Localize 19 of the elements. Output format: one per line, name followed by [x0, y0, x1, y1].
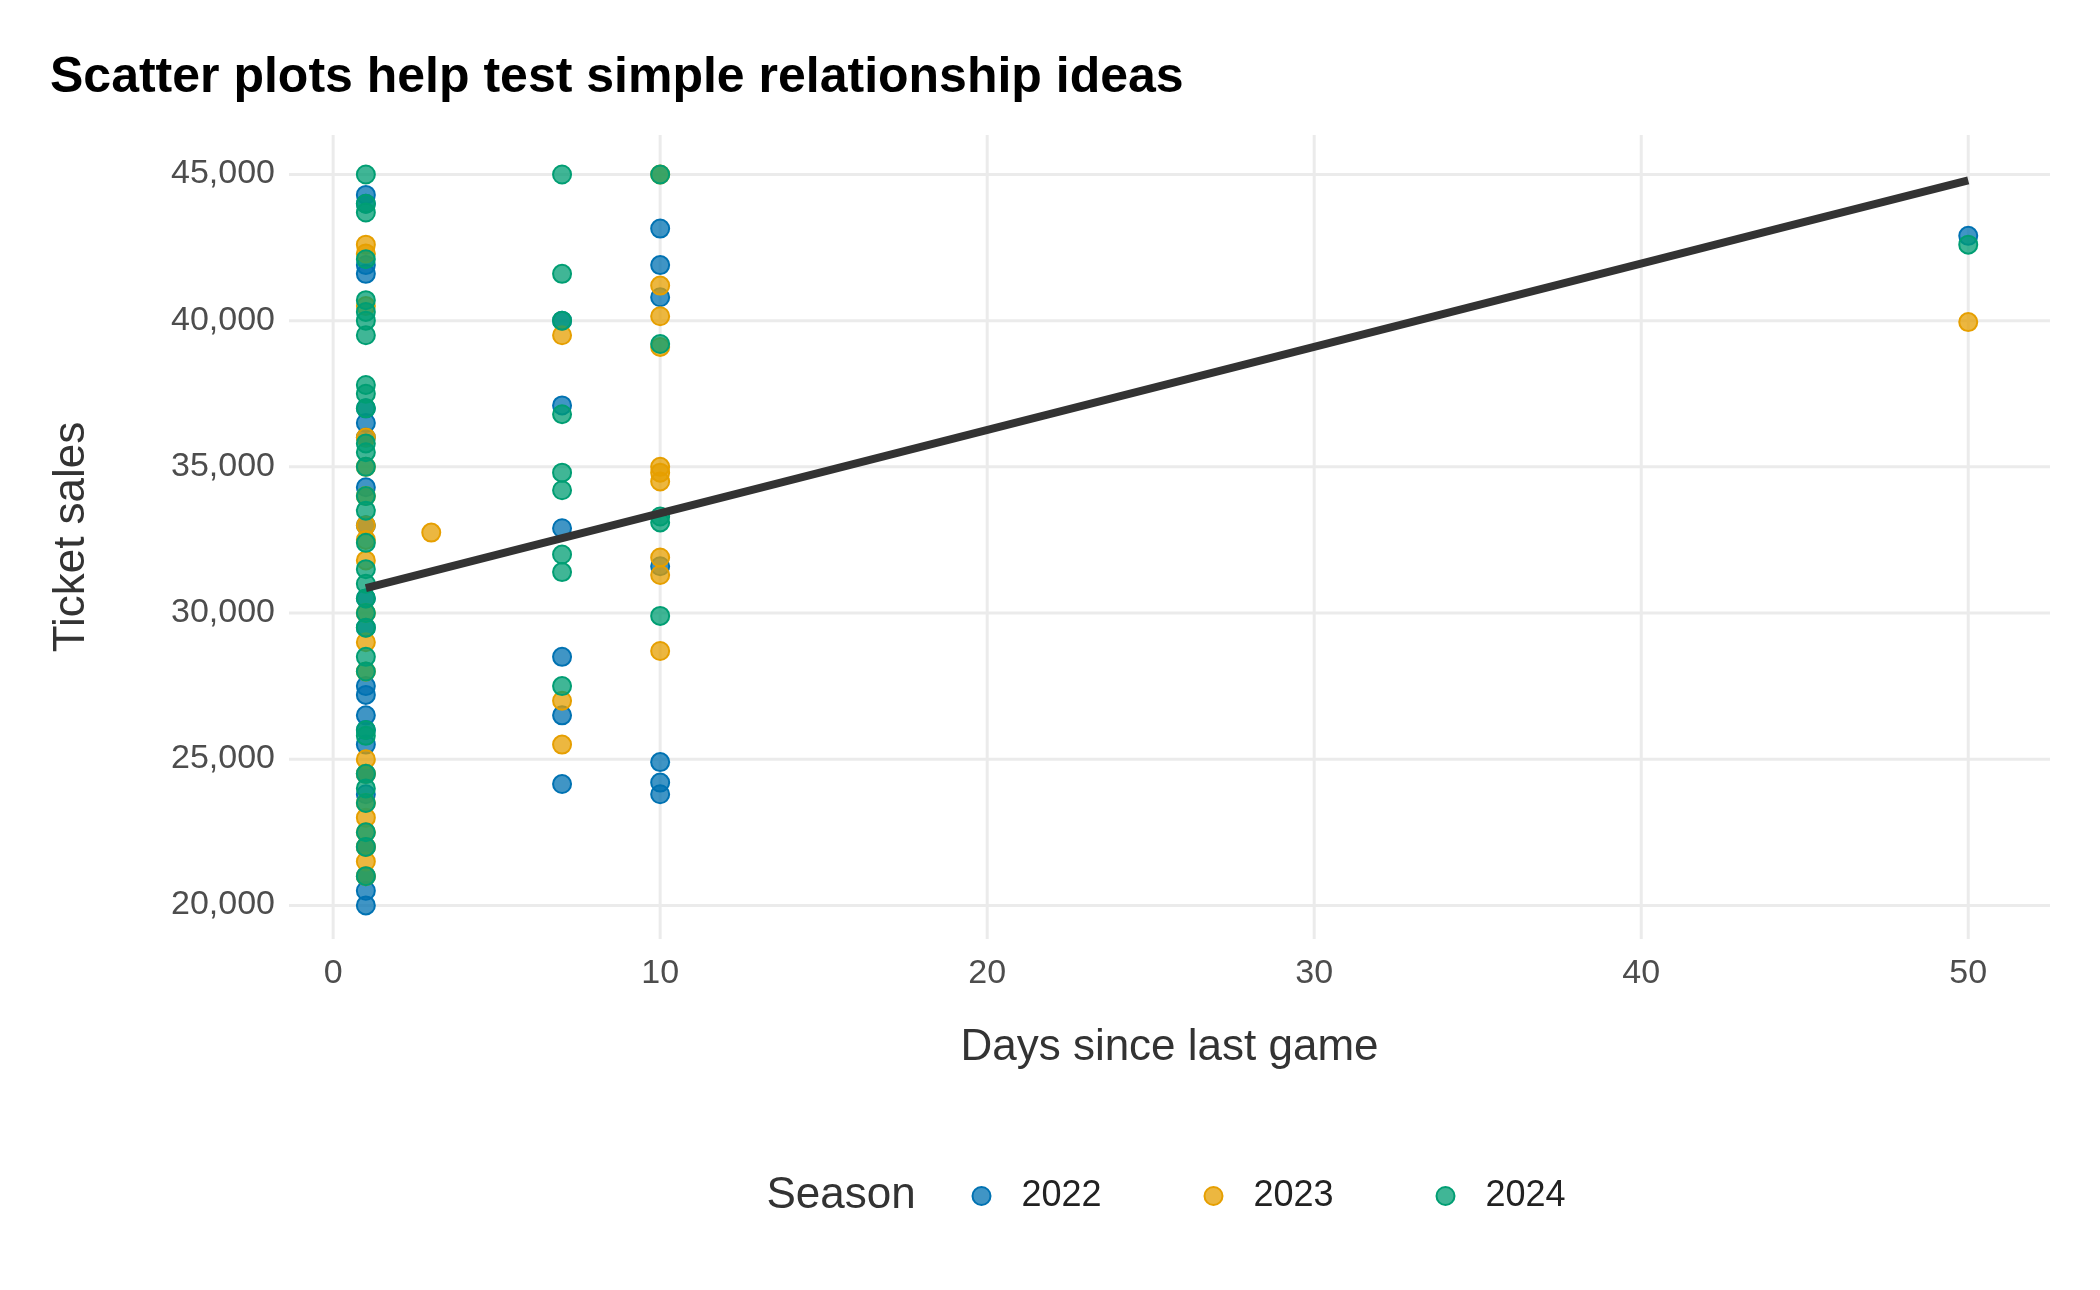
y-tick-label: 30,000	[171, 591, 275, 629]
y-axis-title: Ticket sales	[44, 421, 93, 653]
x-tick-label: 40	[1622, 952, 1661, 990]
chart-title: Scatter plots help test simple relationship ideas	[50, 47, 1184, 103]
y-tick-label: 35,000	[171, 444, 275, 483]
x-axis-title: Days since last game	[960, 1020, 1379, 1069]
x-tick-label: 0	[323, 952, 343, 990]
legend-label: 2022	[1021, 1172, 1102, 1214]
legend-title: Season	[766, 1167, 916, 1217]
y-tick-label: 40,000	[171, 298, 275, 337]
y-tick-label: 45,000	[171, 152, 275, 191]
x-tick-label: 10	[641, 952, 680, 990]
x-tick-label: 30	[1295, 952, 1334, 990]
x-tick-label: 20	[968, 952, 1007, 990]
legend-label: 2023	[1253, 1172, 1334, 1214]
x-tick-label: 50	[1949, 952, 1988, 990]
y-tick-label: 25,000	[171, 737, 275, 776]
y-tick-label: 20,000	[171, 883, 275, 922]
legend-label: 2024	[1485, 1172, 1566, 1214]
